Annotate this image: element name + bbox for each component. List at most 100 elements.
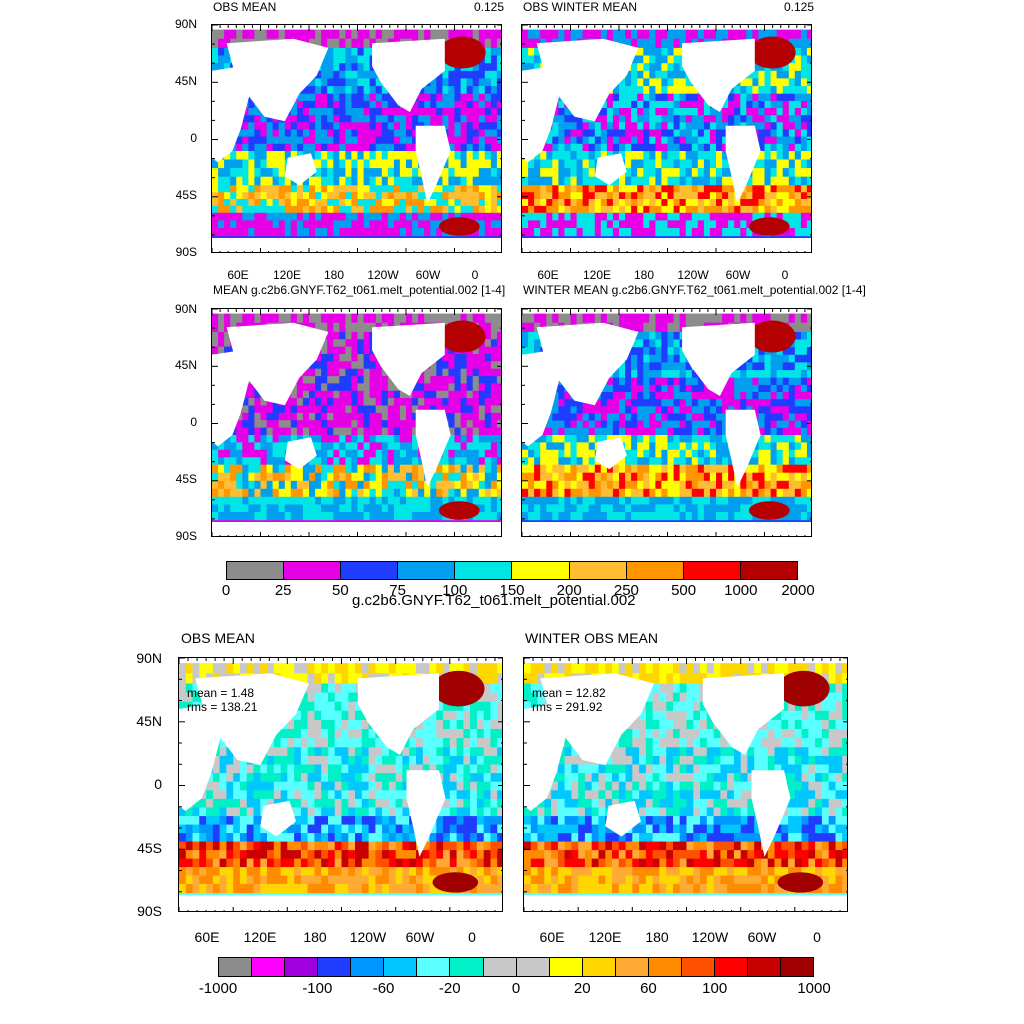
colorbar-label: -60: [372, 980, 395, 997]
panel-title: MEAN g.c2b6.GNYF.T62_t061.melt_potential…: [213, 283, 506, 297]
colorbar-segment: [252, 958, 286, 976]
stat-mean: mean = 12.82: [532, 686, 606, 700]
colorbar-label: 1000: [797, 980, 831, 997]
colorbar-bottom: [218, 957, 814, 977]
colorbar-segment: [455, 562, 513, 579]
colorbar-label: 0: [511, 980, 521, 997]
colorbar-segment: [748, 958, 782, 976]
colorbar-segment: [417, 958, 451, 976]
lat-label: 45N: [174, 358, 197, 372]
colorbar-label: 75: [389, 582, 406, 599]
lon-label: 120W: [367, 268, 399, 282]
stat-rms: rms = 291.92: [532, 700, 603, 714]
colorbar-top: [226, 561, 798, 580]
lon-label: 60W: [747, 929, 777, 945]
colorbar-label: 200: [556, 582, 582, 599]
colorbar-label: 25: [274, 582, 292, 599]
lon-label: 0: [471, 268, 479, 282]
colorbar-segment: [714, 958, 748, 976]
colorbar-label: 50: [332, 582, 349, 599]
map-obs-winter-mean: [521, 24, 812, 253]
colorbar-segment: [615, 958, 649, 976]
colorbar-segment: [740, 562, 797, 579]
colorbar-segment: [516, 958, 550, 976]
colorbar-segment: [582, 958, 616, 976]
map-field: [524, 658, 847, 911]
map-obs-mean: [211, 24, 502, 253]
colorbar-label: 60: [640, 980, 657, 997]
lat-label: 45N: [136, 713, 162, 729]
colorbar-label: 150: [499, 582, 525, 599]
lon-label: 0: [813, 929, 821, 945]
lat-label: 90N: [174, 17, 197, 31]
lon-label: 180: [303, 929, 327, 945]
colorbar-segment: [398, 562, 456, 579]
stats-box: mean = 12.82 rms = 291.92: [532, 686, 606, 714]
lat-label: 90S: [137, 903, 162, 919]
panel-title: OBS WINTER MEAN: [523, 0, 638, 14]
lat-label: 45N: [174, 74, 197, 88]
lon-label: 120W: [349, 929, 387, 945]
panel-title: WINTER MEAN g.c2b6.GNYF.T62_t061.melt_po…: [523, 283, 866, 297]
map-winter-obs-mean-diff: [523, 657, 848, 912]
lat-label: 0: [190, 415, 197, 429]
lon-label: 120E: [588, 929, 622, 945]
map-field: [212, 309, 501, 536]
colorbar-segment: [781, 958, 814, 976]
lat-label: 45S: [137, 840, 162, 856]
lat-label: 90S: [175, 529, 197, 543]
colorbar-segment: [569, 562, 627, 579]
lon-label: 120E: [243, 929, 277, 945]
lon-label: 120W: [691, 929, 729, 945]
map-field: [212, 25, 501, 252]
colorbar-segment: [219, 958, 253, 976]
lon-label: 180: [323, 268, 345, 282]
panel-title: WINTER OBS MEAN: [525, 630, 659, 646]
lat-label: 45S: [175, 188, 197, 202]
colorbar-label: 1000: [724, 582, 758, 599]
colorbar-segment: [450, 958, 484, 976]
lon-label: 0: [468, 929, 476, 945]
lat-label: 0: [154, 776, 162, 792]
map-model-mean: [211, 308, 502, 537]
lon-label: 60W: [405, 929, 435, 945]
colorbar-segment: [341, 562, 399, 579]
map-field: [522, 309, 811, 536]
colorbar-segment: [384, 958, 418, 976]
colorbar-segment: [285, 958, 319, 976]
map-field: [179, 658, 502, 911]
lon-label: 60W: [415, 268, 441, 282]
colorbar-segment: [648, 958, 682, 976]
lon-label: 60E: [539, 929, 565, 945]
colorbar-label: -100: [302, 980, 333, 997]
colorbar-label: 20: [573, 980, 591, 997]
colorbar-segment: [683, 562, 741, 579]
colorbar-label: 2000: [781, 582, 815, 599]
colorbar-label: 0: [221, 582, 231, 599]
colorbar-segment: [512, 562, 570, 579]
colorbar-segment: [284, 562, 342, 579]
lon-label: 60W: [725, 268, 751, 282]
colorbar-segment: [227, 562, 285, 579]
lat-label: 0: [190, 131, 197, 145]
map-field: [522, 25, 811, 252]
panel-title: OBS MEAN: [181, 630, 255, 646]
lon-label: 120W: [677, 268, 709, 282]
colorbar-segment: [681, 958, 715, 976]
colorbar-segment: [351, 958, 385, 976]
lon-label: 180: [633, 268, 655, 282]
lon-label: 180: [645, 929, 669, 945]
stats-box: mean = 1.48 rms = 138.21: [187, 686, 257, 714]
panel-scale: 0.125: [474, 0, 505, 14]
colorbar-label: -1000: [198, 980, 238, 997]
colorbar-label: -20: [438, 980, 461, 997]
map-obs-mean-diff: [178, 657, 503, 912]
colorbar-top-title: g.c2b6.GNYF.T62_t061.melt_potential.002: [352, 592, 636, 609]
colorbar-label: 100: [702, 980, 728, 997]
lat-label: 90N: [174, 302, 197, 316]
stat-mean: mean = 1.48: [187, 686, 255, 700]
lon-label: 120E: [272, 268, 302, 282]
colorbar-label: 250: [613, 582, 639, 599]
colorbar-segment: [318, 958, 352, 976]
lon-label: 120E: [582, 268, 612, 282]
